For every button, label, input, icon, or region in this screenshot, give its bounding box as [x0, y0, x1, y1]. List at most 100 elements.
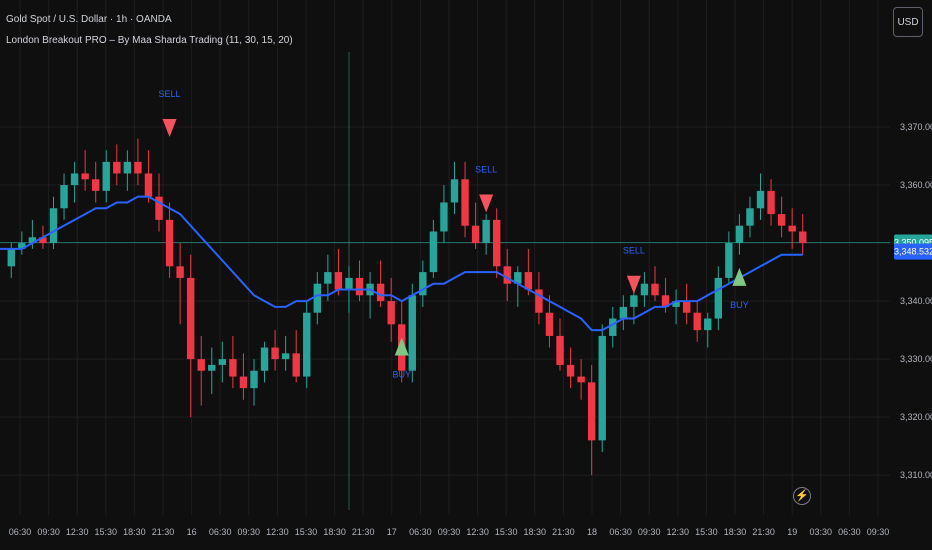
candle-body [208, 364, 216, 371]
candle-body [387, 301, 395, 325]
x-tick-label: 17 [387, 527, 397, 537]
candle-body [661, 295, 670, 307]
candle-body [450, 179, 459, 203]
candle-body [609, 318, 617, 336]
sell-marker [626, 275, 641, 294]
candle-body [92, 179, 100, 191]
x-tick-label: 18 [587, 527, 597, 537]
last-price-label: 3,350.095 [894, 238, 932, 248]
candle-body [334, 272, 343, 290]
candle-body [535, 289, 543, 313]
candle-body [514, 272, 522, 284]
x-tick-label: 21:30 [552, 527, 575, 537]
candle-body [165, 219, 174, 267]
candle-body [503, 266, 511, 284]
x-tick-label: 21:30 [352, 527, 375, 537]
candle-body [39, 237, 47, 244]
candle-body [134, 161, 142, 174]
candle-body [777, 214, 786, 226]
candle-body [429, 231, 438, 273]
candle-body [598, 335, 606, 441]
candle-body [144, 173, 153, 197]
candle-body [18, 243, 26, 249]
y-tick-label: 3,340.000 [900, 296, 932, 306]
candle-body [630, 295, 638, 307]
x-tick-label: 12:30 [266, 527, 289, 537]
candle-body [271, 347, 279, 360]
buy-marker [732, 267, 747, 286]
candle-body [788, 225, 796, 232]
candle-body [229, 359, 237, 377]
candle-body [408, 295, 416, 371]
candle-body [577, 376, 585, 383]
x-tick-label: 19 [787, 527, 797, 537]
candle-body [640, 283, 649, 296]
candle-body [524, 272, 533, 290]
ma-value-label-bg [894, 243, 932, 260]
candle-body [619, 306, 628, 319]
x-tick-label: 09:30 [438, 527, 461, 537]
x-tick-label: 18:30 [123, 527, 146, 537]
y-tick-label: 3,370.000 [900, 122, 932, 132]
candle-body [545, 312, 554, 336]
candle-body [60, 185, 68, 209]
candle-body [704, 318, 712, 331]
candle-body [651, 283, 659, 296]
y-tick-label: 3,310.000 [900, 470, 932, 480]
candle-body [281, 353, 290, 360]
candle-body [376, 283, 385, 302]
candle-body [556, 335, 564, 365]
x-tick-label: 09:30 [37, 527, 60, 537]
x-tick-label: 09:30 [867, 527, 890, 537]
buy-label: BUY [730, 300, 749, 310]
candle-body [461, 179, 469, 226]
candle-body [7, 248, 15, 267]
candle-body [113, 161, 121, 174]
candle-body [28, 237, 37, 244]
candle-body [799, 231, 807, 244]
candle-body [725, 243, 733, 278]
sell-label: SELL [623, 246, 645, 256]
candle-body [81, 173, 89, 180]
x-tick-label: 21:30 [152, 527, 175, 537]
candle-body [493, 219, 501, 267]
candle-body [324, 272, 332, 284]
buy-marker [394, 337, 409, 356]
candle-body [70, 173, 79, 186]
sell-label: SELL [159, 89, 181, 99]
candle-body [735, 225, 744, 244]
candle-body [682, 301, 691, 313]
candle-body [471, 225, 480, 244]
candle-body [355, 277, 364, 296]
x-tick-label: 06:30 [409, 527, 432, 537]
x-tick-label: 09:30 [638, 527, 661, 537]
currency-button[interactable]: USD [893, 7, 923, 37]
candle-body [218, 359, 227, 365]
candle-body [102, 161, 110, 191]
lightning-icon[interactable]: ⚡ [793, 487, 811, 505]
candle-body [693, 312, 701, 331]
x-tick-label: 18:30 [323, 527, 346, 537]
candle-body [250, 370, 258, 389]
symbol-title: Gold Spot / U.S. Dollar · 1h · OANDA [6, 14, 172, 25]
x-tick-label: 15:30 [695, 527, 718, 537]
ma-line [0, 195, 803, 332]
y-tick-label: 3,360.000 [900, 180, 932, 190]
x-tick-label: 03:30 [810, 527, 833, 537]
x-tick-label: 18:30 [524, 527, 547, 537]
x-tick-label: 06:30 [609, 527, 632, 537]
candle-body [419, 272, 427, 296]
candle-body [587, 382, 596, 441]
candle-body [49, 208, 58, 244]
candle-body [756, 190, 765, 209]
y-tick-label: 3,320.000 [900, 412, 932, 422]
x-tick-label: 06:30 [9, 527, 32, 537]
candle-body [313, 283, 321, 313]
indicator-legend[interactable]: London Breakout PRO – By Maa Sharda Trad… [6, 35, 293, 46]
x-tick-label: 18:30 [724, 527, 747, 537]
candle-body [303, 312, 311, 377]
ma-value-label: 3,348.532 [894, 247, 932, 257]
candle-body [767, 190, 775, 215]
candle-body [440, 202, 448, 232]
